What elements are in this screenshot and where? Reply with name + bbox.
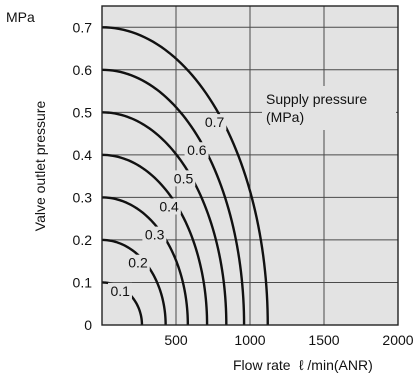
curve-label-0.3: 0.3 (145, 227, 165, 243)
x-tick-label: 500 (164, 332, 188, 348)
supply-pressure-label: Supply pressure (266, 91, 367, 107)
curve-labels: 0.1 0.2 0.3 0.4 0.5 0.6 0.7 (107, 114, 227, 299)
curve-label-0.1: 0.1 (111, 283, 131, 299)
curve-label-bg (156, 198, 181, 215)
x-unit-label: ℓ /min(ANR) (299, 357, 373, 373)
grid-lines (102, 6, 399, 325)
curve-label-0.7: 0.7 (205, 114, 225, 130)
y-tick-label: 0 (84, 317, 92, 333)
x-axis-label: Flow rate (233, 357, 291, 373)
x-tick-labels: 500 1000 1500 2000 (164, 332, 413, 348)
y-unit-label: MPa (6, 9, 35, 25)
supply-pressure-unit: (MPa) (266, 109, 304, 125)
y-tick-label: 0.1 (73, 274, 93, 290)
curve-label-bg (202, 114, 227, 131)
curve-label-0.5: 0.5 (174, 170, 194, 186)
y-tick-label: 0.2 (73, 232, 93, 248)
curve-label-bg (125, 254, 150, 271)
y-tick-label: 0.5 (73, 104, 93, 120)
curve-label-bg (107, 282, 132, 299)
curve-label-0.4: 0.4 (159, 198, 179, 214)
x-tick-label: 1000 (234, 332, 265, 348)
curve-label-bg (184, 142, 209, 159)
annotation-background (262, 86, 396, 130)
curve-label-bg (142, 226, 167, 243)
y-tick-label: 0.6 (73, 62, 93, 78)
curve-label-0.6: 0.6 (187, 142, 207, 158)
y-tick-labels: 0 0.1 0.2 0.3 0.4 0.5 0.6 0.7 (73, 19, 93, 333)
curve-label-bg (171, 170, 196, 187)
y-axis-label: Valve outlet pressure (32, 101, 48, 232)
y-tick-label: 0.4 (73, 147, 93, 163)
y-tick-label: 0.3 (73, 189, 93, 205)
x-tick-label: 2000 (382, 332, 413, 348)
x-tick-label: 1500 (308, 332, 339, 348)
plot-frame (101, 5, 399, 326)
y-tick-label: 0.7 (73, 19, 93, 35)
curve-label-0.2: 0.2 (128, 255, 148, 271)
